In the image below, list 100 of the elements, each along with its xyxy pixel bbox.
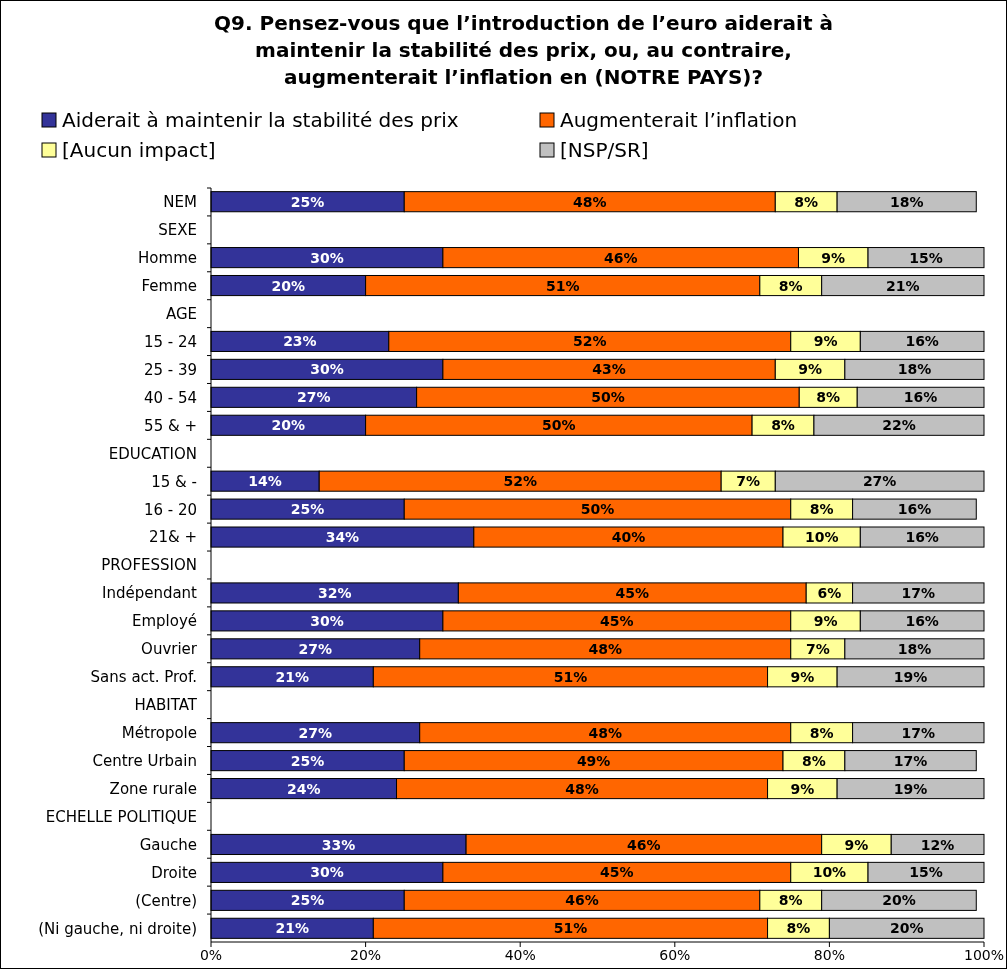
data-label: 20% — [271, 277, 306, 294]
data-label: 51% — [553, 668, 588, 685]
legend-label: Aiderait à maintenir la stabilité des prix — [62, 108, 459, 133]
data-label: 15% — [909, 249, 943, 266]
y-tick-label: 55 & + — [144, 416, 197, 435]
x-tick-label: 80% — [813, 947, 845, 963]
y-tick-label: EDUCATION — [108, 444, 197, 463]
data-label: 24% — [287, 780, 321, 797]
y-tick-label: ECHELLE POLITIQUE — [45, 807, 197, 826]
data-label: 8% — [809, 724, 834, 741]
data-label: 20% — [271, 417, 306, 434]
data-label: 30% — [310, 361, 344, 378]
data-label: 17% — [893, 752, 928, 769]
data-label: 16% — [905, 333, 939, 350]
data-label: 25% — [290, 752, 325, 769]
data-label: 17% — [901, 584, 936, 601]
data-label: 46% — [627, 836, 661, 853]
data-label: 51% — [545, 277, 580, 294]
data-label: 45% — [600, 864, 634, 881]
y-tick-label: HABITAT — [134, 696, 198, 715]
data-label: 27% — [297, 389, 331, 406]
data-label: 40% — [611, 529, 646, 546]
data-label: 8% — [816, 389, 841, 406]
data-label: 9% — [790, 780, 815, 797]
data-label: 21% — [886, 277, 920, 294]
y-tick-label: (Ni gauche, ni droite) — [38, 919, 197, 938]
data-label: 30% — [310, 612, 344, 629]
x-tick-label: 40% — [504, 947, 536, 963]
data-label: 10% — [804, 529, 839, 546]
data-label: 50% — [591, 389, 625, 406]
data-label: 8% — [778, 277, 803, 294]
data-label: 48% — [588, 724, 622, 741]
y-tick-label: (Centre) — [135, 891, 197, 910]
data-label: 16% — [905, 612, 939, 629]
data-label: 21% — [275, 668, 309, 685]
data-label: 48% — [573, 193, 607, 210]
data-label: 20% — [882, 892, 916, 909]
x-tick-label: 0% — [199, 947, 223, 963]
data-label: 18% — [889, 193, 924, 210]
data-label: 8% — [778, 892, 803, 909]
y-tick-label: SEXE — [158, 221, 197, 240]
data-label: 21% — [275, 920, 309, 937]
y-tick-label: Employé — [131, 612, 197, 631]
data-label: 16% — [897, 501, 932, 518]
data-label: 46% — [565, 892, 599, 909]
data-label: 18% — [897, 361, 932, 378]
data-label: 33% — [321, 836, 356, 853]
data-label: 30% — [310, 864, 344, 881]
y-tick-label: Ouvrier — [141, 640, 198, 659]
y-tick-label: 16 - 20 — [143, 500, 197, 519]
y-tick-label: PROFESSION — [101, 556, 197, 575]
data-label: 17% — [901, 724, 936, 741]
data-label: 6% — [817, 584, 842, 601]
data-label: 50% — [580, 501, 615, 518]
data-label: 9% — [813, 612, 838, 629]
data-label: 27% — [298, 640, 333, 657]
data-label: 52% — [503, 473, 537, 490]
data-label: 27% — [862, 473, 897, 490]
data-label: 10% — [812, 864, 847, 881]
data-label: 48% — [565, 780, 599, 797]
data-label: 8% — [802, 752, 826, 769]
data-label: 50% — [542, 417, 576, 434]
data-label: 15% — [909, 864, 943, 881]
data-label: 18% — [897, 640, 932, 657]
y-tick-label: Gauche — [139, 835, 197, 854]
data-label: 48% — [588, 640, 622, 657]
data-label: 25% — [290, 193, 325, 210]
y-tick-label: Homme — [138, 248, 197, 267]
data-label: 16% — [903, 389, 938, 406]
data-label: 7% — [805, 640, 830, 657]
x-tick-label: 60% — [659, 947, 691, 963]
data-label: 27% — [298, 724, 333, 741]
y-tick-label: 21& + — [148, 528, 197, 547]
y-tick-label: Droite — [151, 863, 197, 882]
data-label: 19% — [893, 780, 928, 797]
data-label: 14% — [248, 473, 282, 490]
data-label: 8% — [786, 920, 811, 937]
chart-title: Q9. Pensez-vous que l’introduction de l’euro aiderait à maintenir la stabilité des prix, ou, au contraire, augmenterait l’inflation en (NOTRE PAYS)? — [214, 11, 833, 89]
data-label: 32% — [317, 584, 352, 601]
data-label: 23% — [283, 333, 317, 350]
y-tick-label: Métropole — [121, 724, 197, 743]
data-label: 46% — [603, 249, 638, 266]
y-tick-label: 15 & - — [151, 472, 197, 491]
y-tick-label: Femme — [141, 276, 197, 295]
data-label: 19% — [893, 668, 928, 685]
y-tick-label: 25 - 39 — [143, 360, 197, 379]
y-tick-label: Indépendant — [101, 584, 198, 603]
y-tick-label: Zone rurale — [109, 779, 197, 798]
data-label: 49% — [576, 752, 611, 769]
data-label: 8% — [794, 193, 819, 210]
data-label: 45% — [600, 612, 634, 629]
data-label: 22% — [882, 417, 916, 434]
data-label: 16% — [905, 529, 939, 546]
data-label: 20% — [889, 920, 924, 937]
data-label: 9% — [821, 249, 846, 266]
data-label: 51% — [553, 920, 588, 937]
data-label: 52% — [573, 333, 607, 350]
y-tick-label: Sans act. Prof. — [90, 668, 197, 687]
data-label: 8% — [809, 501, 834, 518]
data-label: 8% — [771, 417, 795, 434]
